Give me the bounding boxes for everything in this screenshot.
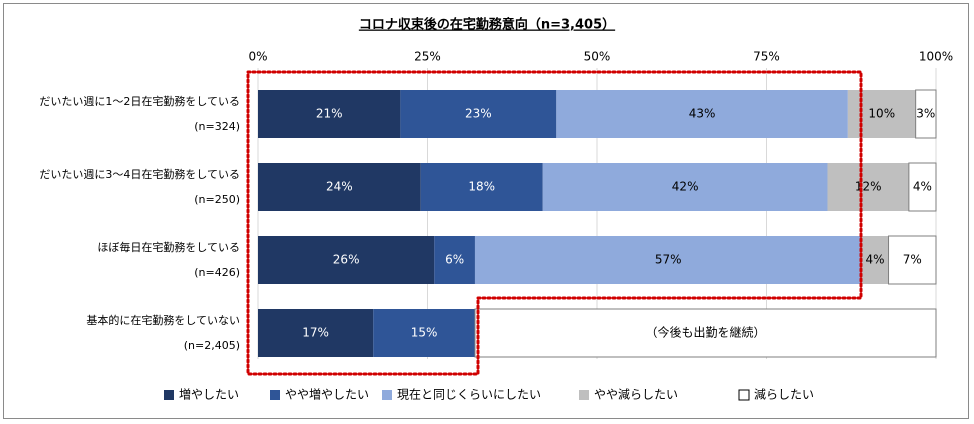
bar-segment (400, 90, 557, 138)
bar-segment (258, 90, 401, 138)
x-tick-label: 100% (919, 50, 953, 64)
bar-segment (258, 309, 374, 357)
legend-label: 減らしたい (754, 387, 814, 402)
bar-value-label: 3% (916, 107, 935, 121)
bar-value-label: 18% (468, 180, 495, 194)
category-label: だいたい週に1〜2日在宅勤務をしている (39, 94, 240, 108)
bar-segment (542, 163, 828, 211)
bar-segment (258, 163, 421, 211)
bar-value-label: 24% (326, 180, 353, 194)
legend-label: 現在と同じくらいにしたい (397, 388, 541, 402)
category-sample-size: (n=250) (194, 193, 240, 206)
bar-segment (474, 236, 862, 284)
chart-title: コロナ収束後の在宅勤務意向（n=3,405） (359, 17, 615, 33)
category-label: ほぼ毎日在宅勤務をしている (97, 240, 240, 254)
bar-value-label: 7% (903, 253, 922, 267)
chart-annotation: （今後も出勤を継続） (645, 325, 765, 340)
category-label: 基本的に在宅勤務をしていない (86, 313, 240, 327)
bar-segment (373, 309, 475, 357)
bar-value-label: 43% (689, 107, 716, 121)
legend-swatch (579, 390, 589, 400)
chart-canvas: コロナ収束後の在宅勤務意向（n=3,405） 0% 25% 50% 75% 100% だいた… (39, 17, 953, 402)
bar-value-label: 15% (411, 326, 438, 340)
x-tick-label: 50% (584, 50, 611, 64)
bar-segment (827, 163, 909, 211)
bar-segment (420, 163, 543, 211)
bar-segment (915, 89, 937, 139)
highlight-outline (246, 70, 863, 376)
bar-value-label: 4% (865, 253, 884, 267)
legend-label: やや減らしたい (594, 387, 678, 402)
bar-value-label: 17% (302, 326, 329, 340)
legend-label: やや増やしたい (285, 388, 369, 402)
bar-value-label: 10% (868, 107, 895, 121)
chart-frame: コロナ収束後の在宅勤務意向（n=3,405） 0% 25% 50% 75% 100% だいた… (3, 3, 969, 419)
bar-value-label: 21% (316, 107, 343, 121)
x-tick-label: 0% (248, 50, 267, 64)
bar-value-label: 23% (465, 107, 492, 121)
bar-segment (908, 162, 937, 212)
category-label: だいたい週に3〜4日在宅勤務をしている (39, 167, 240, 181)
bar-segment (888, 235, 937, 285)
bar-value-label: 57% (655, 253, 682, 267)
remainder-box (474, 308, 937, 358)
bar-value-label: 6% (445, 253, 464, 267)
legend-label: 増やしたい (179, 388, 239, 402)
category-sample-size: (n=2,405) (184, 339, 240, 352)
bar-segment (258, 236, 435, 284)
x-tick-label: 75% (753, 50, 780, 64)
bar-value-label: 12% (855, 180, 882, 194)
legend-swatch (382, 390, 392, 400)
bar-segment (861, 236, 889, 284)
bar-segment (847, 90, 916, 138)
bar-value-label: 4% (913, 180, 932, 194)
legend-swatch (738, 389, 750, 401)
legend-swatch (164, 390, 174, 400)
legend-swatch (270, 390, 280, 400)
category-sample-size: (n=324) (194, 120, 240, 133)
x-tick-label: 25% (414, 50, 441, 64)
bar-segment (556, 90, 848, 138)
category-sample-size: (n=426) (194, 266, 240, 279)
bar-value-label: 42% (672, 180, 699, 194)
bar-value-label: 26% (333, 253, 360, 267)
bar-segment (434, 236, 475, 284)
